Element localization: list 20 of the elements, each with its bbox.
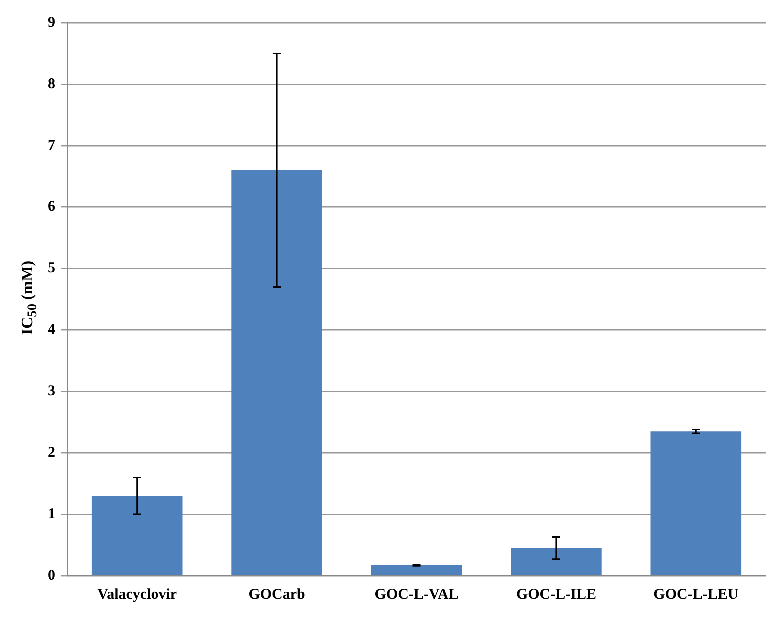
x-tick-label: GOC-L-ILE	[516, 586, 596, 603]
y-tick-label: 4	[48, 322, 56, 338]
bar	[511, 548, 602, 576]
x-tick-label: GOCarb	[248, 586, 306, 603]
x-tick-label: GOC-L-VAL	[374, 586, 459, 603]
y-tick-label: 0	[48, 568, 56, 584]
y-tick-label: 6	[48, 199, 56, 216]
x-tick-label: Valacyclovir	[98, 586, 178, 603]
y-tick-label: 2	[48, 444, 56, 461]
y-tick-label: 1	[48, 506, 56, 522]
bar	[232, 170, 322, 576]
y-tick-label: 3	[48, 384, 56, 400]
y-tick-label: 9	[48, 14, 56, 31]
y-tick-label: 8	[48, 76, 56, 92]
bar	[650, 432, 742, 576]
x-tick-label: GOC-L-LEU	[654, 586, 739, 603]
bar	[92, 496, 183, 576]
bar	[371, 566, 462, 576]
y-tick-label: 7	[48, 138, 56, 154]
y-tick-label: 5	[48, 260, 56, 277]
